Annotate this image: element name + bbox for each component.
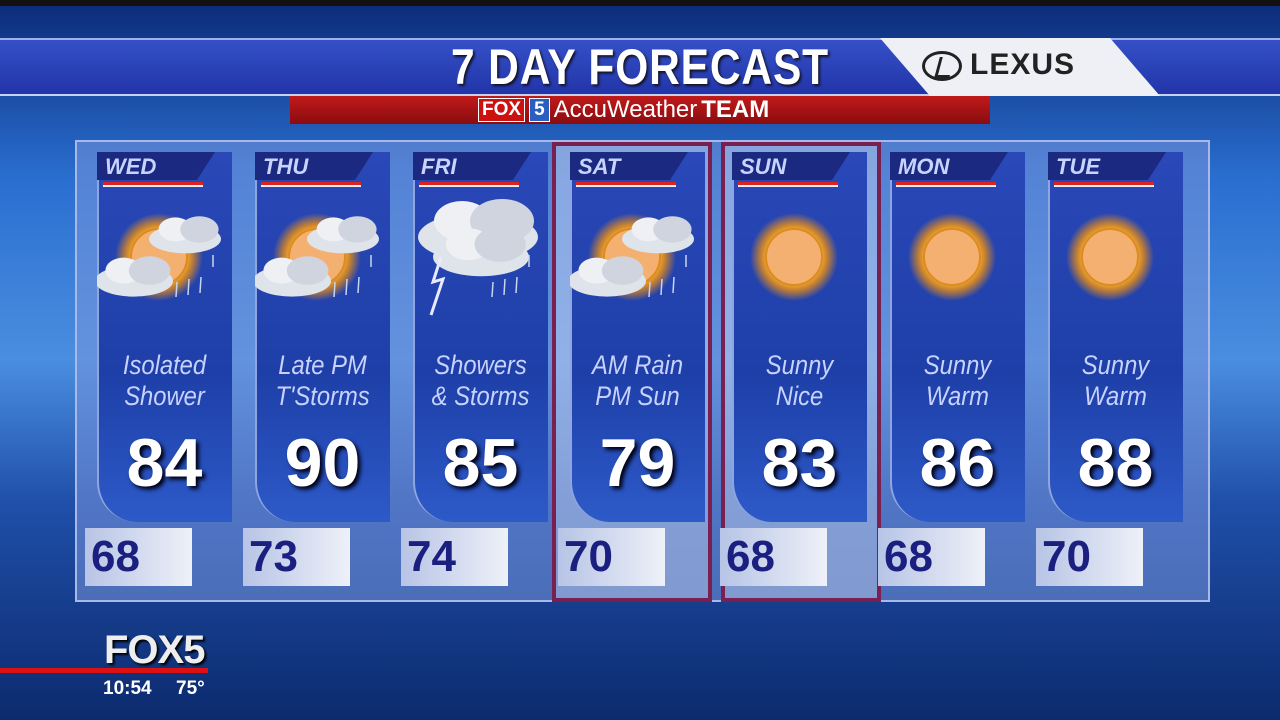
- condition-line: Warm: [1084, 381, 1147, 411]
- condition-text: Sunny Nice: [740, 350, 859, 412]
- day-name: SAT: [578, 154, 621, 179]
- condition-line: PM Sun: [595, 381, 680, 411]
- sun-cloud-rain-icon: [255, 213, 379, 301]
- day-underline: [1054, 182, 1154, 187]
- sun-icon: [1066, 213, 1154, 301]
- sun-cloud-rain-icon: [570, 213, 694, 301]
- day-header: [890, 152, 1008, 180]
- top-border: [0, 0, 1280, 6]
- thunderstorm-icon: [418, 199, 538, 316]
- low-temp: 68: [726, 532, 775, 581]
- condition-text: AM Rain PM Sun: [578, 350, 697, 412]
- low-temp: 70: [564, 532, 613, 581]
- condition-line: AM Rain: [591, 350, 684, 380]
- day-underline: [261, 182, 361, 187]
- high-temp: 83: [761, 425, 838, 501]
- team-bar: [290, 96, 990, 124]
- day-underline: [738, 182, 838, 187]
- condition-text: Showers & Storms: [421, 350, 540, 412]
- day-underline: [419, 182, 519, 187]
- low-temp: 73: [249, 532, 298, 581]
- low-temp: 68: [884, 532, 933, 581]
- condition-text: Isolated Shower: [105, 350, 224, 412]
- lexus-emblem-icon: [922, 51, 962, 82]
- condition-line: & Storms: [431, 381, 530, 411]
- low-temp-box: 68: [85, 528, 192, 586]
- sun-icon: [908, 213, 996, 301]
- fox-badge: FOX: [478, 98, 526, 122]
- low-temp-box: 68: [878, 528, 985, 586]
- day-header: [570, 152, 688, 180]
- day-name: MON: [898, 154, 950, 179]
- condition-text: Sunny Warm: [898, 350, 1017, 412]
- low-temp-box: 70: [558, 528, 665, 586]
- condition-line: Shower: [124, 381, 205, 411]
- low-temp: 70: [1042, 532, 1091, 581]
- condition-line: Warm: [926, 381, 989, 411]
- page-title: 7 DAY FORECAST: [451, 39, 829, 95]
- day-header: [255, 152, 373, 180]
- sun-cloud-rain-icon: [97, 213, 221, 301]
- sun-icon: [750, 213, 838, 301]
- day-underline: [103, 182, 203, 187]
- low-temp-box: 70: [1036, 528, 1143, 586]
- current-temperature: 75°: [176, 678, 205, 699]
- condition-line: Late PM: [278, 350, 367, 380]
- day-header: [1048, 152, 1166, 180]
- condition-line: Showers: [434, 350, 527, 380]
- high-temp: 79: [599, 425, 676, 501]
- condition-text: Late PM T'Storms: [263, 350, 382, 412]
- day-name: TUE: [1056, 154, 1100, 179]
- low-temp: 74: [407, 532, 456, 581]
- condition-line: Sunny: [923, 350, 992, 380]
- condition-line: T'Storms: [275, 381, 370, 411]
- day-header: [732, 152, 850, 180]
- day-header: [97, 152, 215, 180]
- high-temp: 85: [442, 425, 519, 501]
- condition-line: Sunny: [765, 350, 834, 380]
- day-header: [413, 152, 531, 180]
- sponsor-logo: LEXUS: [922, 48, 1075, 82]
- station-logo: FOX5: [104, 628, 205, 672]
- low-temp-box: 68: [720, 528, 827, 586]
- day-name: WED: [105, 154, 157, 179]
- team-label: FOX 5 AccuWeather TEAM: [478, 96, 770, 123]
- team-label-word: TEAM: [701, 96, 770, 123]
- logo-underline: [0, 668, 208, 673]
- high-temp: 84: [126, 425, 203, 501]
- low-temp-box: 74: [401, 528, 508, 586]
- low-temp-box: 73: [243, 528, 350, 586]
- low-temp: 68: [91, 532, 140, 581]
- condition-line: Sunny: [1081, 350, 1150, 380]
- high-temp: 90: [284, 425, 361, 501]
- condition-line: Nice: [775, 381, 824, 411]
- day-name: FRI: [421, 154, 457, 179]
- day-name: THU: [263, 154, 309, 179]
- high-temp: 88: [1077, 425, 1154, 501]
- five-badge: 5: [529, 98, 550, 122]
- accuweather-label: AccuWeather: [553, 96, 698, 123]
- day-name: SUN: [740, 154, 787, 179]
- high-temp: 86: [919, 425, 996, 501]
- condition-text: Sunny Warm: [1056, 350, 1175, 412]
- day-underline: [576, 182, 676, 187]
- day-underline: [896, 182, 996, 187]
- clock: 10:54: [103, 678, 152, 699]
- condition-line: Isolated: [122, 350, 207, 380]
